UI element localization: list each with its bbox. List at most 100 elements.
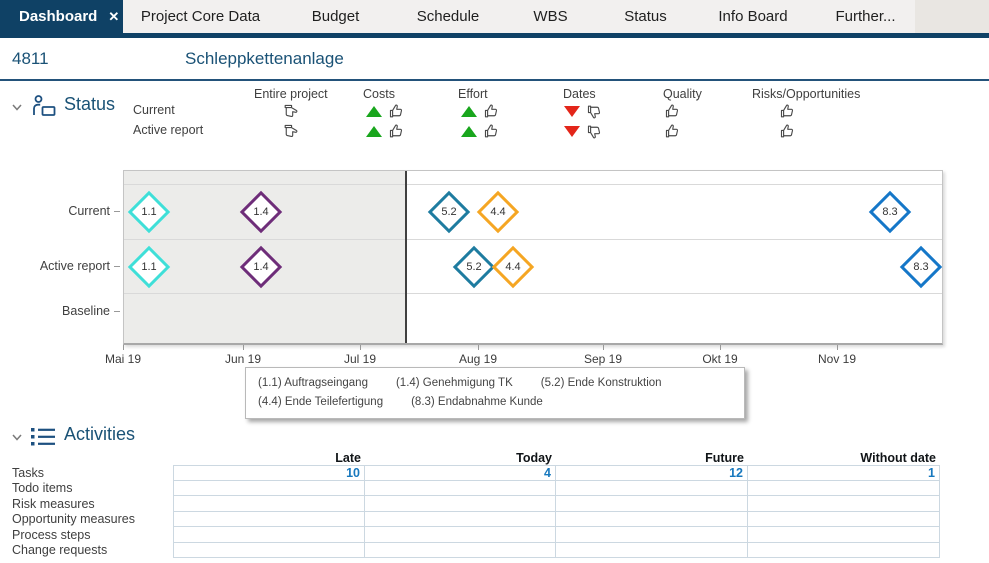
cell-process-today[interactable] — [365, 527, 556, 543]
milestone-5.2-active-report[interactable]: 5.2 — [452, 245, 496, 289]
milestone-label: 5.2 — [466, 261, 482, 273]
cell-todo-future[interactable] — [556, 480, 748, 496]
cell-process-without-date[interactable] — [748, 527, 940, 543]
triangle-up-icon — [461, 125, 477, 137]
cell-change-future[interactable] — [556, 542, 748, 558]
cell-risk-without-date[interactable] — [748, 496, 940, 512]
status-quality-active-report[interactable] — [664, 122, 681, 140]
status-row-current-label: Current — [133, 103, 175, 117]
status-effort-active-report[interactable] — [461, 122, 500, 140]
cell-opportunity-future[interactable] — [556, 511, 748, 527]
timeline-plot[interactable]: 1.1 1.4 5.2 4.4 8.3 1.1 1.4 5.2 4.4 8.3 — [123, 170, 943, 345]
milestone-label: 4.4 — [490, 206, 506, 218]
tab-schedule[interactable]: Schedule — [416, 8, 480, 25]
status-costs-active-report[interactable] — [366, 122, 405, 140]
project-title: Schleppkettenanlage — [185, 49, 344, 68]
cell-tasks-without-date[interactable]: 1 — [748, 465, 940, 481]
milestone-4.4-current[interactable]: 4.4 — [476, 190, 520, 234]
close-icon[interactable]: ✕ — [108, 8, 120, 24]
axis-label-mai: Mai 19 — [104, 352, 142, 366]
thumb-up-icon — [483, 123, 500, 140]
cell-tasks-late[interactable]: 10 — [173, 465, 365, 481]
cell-risk-today[interactable] — [365, 496, 556, 512]
cell-tasks-future[interactable]: 12 — [556, 465, 748, 481]
cell-change-late[interactable] — [173, 542, 365, 558]
thumb-neutral-icon — [282, 123, 299, 140]
legend-item: (5.2) Ende Konstruktion — [540, 377, 662, 389]
status-dates-current[interactable] — [564, 102, 603, 120]
cell-todo-today[interactable] — [365, 480, 556, 496]
tab-further[interactable]: Further... — [835, 8, 896, 25]
milestone-label: 8.3 — [913, 261, 929, 273]
milestone-8.3-active-report[interactable]: 8.3 — [899, 245, 943, 289]
cell-risk-late[interactable] — [173, 496, 365, 512]
milestone-label: 4.4 — [505, 261, 521, 273]
tab-dashboard[interactable]: Dashboard ✕ — [0, 0, 123, 33]
cell-process-late[interactable] — [173, 527, 365, 543]
status-entire-project-current[interactable] — [282, 102, 299, 120]
timeline-legend: (1.1) Auftragseingang (1.4) Genehmigung T… — [245, 367, 745, 419]
tab-budget[interactable]: Budget — [311, 8, 360, 25]
timeline-gridline — [124, 293, 942, 294]
today-line — [405, 171, 407, 343]
status-risks-current[interactable] — [779, 102, 796, 120]
axis-label-jul: Jul 19 — [343, 352, 377, 366]
row-label-process-steps: Process steps — [12, 527, 91, 542]
cell-process-future[interactable] — [556, 527, 748, 543]
status-row-active-report-label: Active report — [133, 123, 204, 137]
milestone-1.1-active-report[interactable]: 1.1 — [127, 245, 171, 289]
milestone-4.4-active-report[interactable]: 4.4 — [491, 245, 535, 289]
cell-opportunity-today[interactable] — [365, 511, 556, 527]
status-entire-project-active-report[interactable] — [282, 122, 299, 140]
milestone-1.4-current[interactable]: 1.4 — [239, 190, 283, 234]
activities-section-title: Activities — [64, 424, 136, 444]
cell-tasks-today[interactable]: 4 — [365, 465, 556, 481]
cell-opportunity-without-date[interactable] — [748, 511, 940, 527]
axis-tick — [243, 345, 244, 350]
axis-tick — [478, 345, 479, 350]
active-tab-label: Dashboard — [19, 8, 98, 25]
triangle-up-icon — [366, 105, 382, 117]
milestone-8.3-current[interactable]: 8.3 — [868, 190, 912, 234]
row-label-todo-items: Todo items — [12, 481, 73, 496]
axis-label-sep: Sep 19 — [583, 352, 623, 366]
cell-change-today[interactable] — [365, 542, 556, 558]
status-quality-current[interactable] — [664, 102, 681, 120]
cell-todo-without-date[interactable] — [748, 480, 940, 496]
project-id: 4811 — [12, 49, 49, 68]
col-header-late: Late — [335, 451, 361, 465]
milestone-label: 1.4 — [253, 261, 269, 273]
chevron-down-icon[interactable] — [12, 434, 22, 441]
status-dates-active-report[interactable] — [564, 122, 603, 140]
tab-status[interactable]: Status — [624, 8, 667, 25]
status-effort-current[interactable] — [461, 102, 500, 120]
tabbar-right-shade — [915, 0, 989, 33]
chevron-down-icon[interactable] — [12, 104, 22, 111]
status-col-dates: Dates — [563, 87, 596, 101]
milestone-label: 1.1 — [141, 261, 157, 273]
axis-label-nov: Nov 19 — [817, 352, 857, 366]
timeline-gridline — [124, 184, 942, 185]
list-icon — [31, 428, 55, 446]
cell-opportunity-late[interactable] — [173, 511, 365, 527]
cell-todo-late[interactable] — [173, 480, 365, 496]
tab-bar: Dashboard ✕ Project Core Data Budget Sch… — [0, 0, 989, 33]
thumb-up-icon — [664, 103, 681, 120]
timeline-gridline — [124, 239, 942, 240]
tab-wbs[interactable]: WBS — [533, 8, 568, 25]
milestone-1.1-current[interactable]: 1.1 — [127, 190, 171, 234]
thumb-up-icon — [779, 103, 796, 120]
status-risks-active-report[interactable] — [779, 122, 796, 140]
tab-project-core-data[interactable]: Project Core Data — [140, 8, 261, 25]
milestone-5.2-current[interactable]: 5.2 — [427, 190, 471, 234]
status-costs-current[interactable] — [366, 102, 405, 120]
cell-change-without-date[interactable] — [748, 542, 940, 558]
row-label-change-requests: Change requests — [12, 543, 108, 558]
cell-risk-future[interactable] — [556, 496, 748, 512]
triangle-down-icon — [564, 105, 580, 117]
activities-table: Late Today Future Without date Tasks 10 … — [12, 451, 940, 558]
milestone-1.4-active-report[interactable]: 1.4 — [239, 245, 283, 289]
tab-info-board[interactable]: Info Board — [718, 8, 788, 25]
thumb-up-icon — [779, 123, 796, 140]
